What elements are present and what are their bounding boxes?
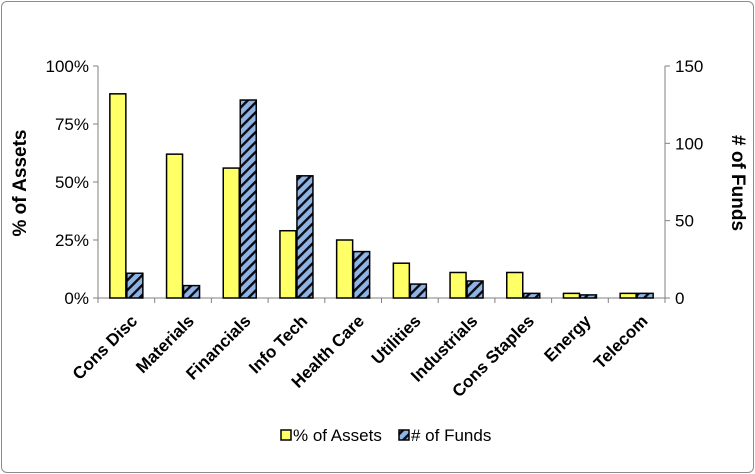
legend-label-funds: # of Funds	[411, 426, 491, 445]
x-tick-label: Cons Disc	[69, 311, 141, 383]
bar-funds-energy	[579, 294, 598, 299]
bar-assets-financials	[222, 167, 240, 299]
bar-funds-materials	[182, 284, 201, 299]
legend: % of Assets # of Funds	[280, 426, 491, 445]
x-tick-label: Telecom	[590, 311, 651, 372]
bar-assets-cons-disc	[109, 93, 127, 299]
bar-funds-cons-disc	[126, 272, 144, 299]
legend-label-assets: % of Assets	[293, 426, 382, 445]
y-axis-title: % of Assets	[10, 130, 31, 237]
bar-funds-industrials	[466, 280, 484, 299]
bar-assets-industrials	[449, 271, 467, 299]
bar-assets-health-care	[335, 239, 354, 299]
bar-funds-health-care	[352, 250, 371, 299]
y-tick-label: 25%	[55, 231, 89, 250]
bar-funds-financials	[239, 99, 257, 299]
y-tick-label: 50%	[55, 173, 89, 192]
y-tick-label: 100%	[46, 57, 89, 76]
bar-assets-telecom	[619, 292, 637, 299]
y-tick-label: 75%	[55, 115, 89, 134]
y2-tick-label: 100	[675, 134, 703, 153]
legend-swatch-funds	[398, 429, 410, 441]
y2-tick-label: 0	[675, 289, 684, 308]
bar-funds-telecom	[636, 292, 654, 299]
x-tick-label: Energy	[541, 311, 596, 366]
bar-assets-utilities	[392, 262, 411, 299]
y2-tick-label: 150	[675, 57, 703, 76]
y-tick-label: 0%	[64, 289, 89, 308]
bar-assets-energy	[562, 292, 581, 299]
x-tick-label: Utilities	[368, 311, 425, 368]
bar-assets-info-tech	[279, 229, 297, 299]
legend-swatch-assets	[280, 429, 292, 441]
bar-funds-info-tech	[296, 175, 314, 299]
y2-axis-title: # of Funds	[727, 135, 748, 231]
bar-funds-cons-staples	[523, 292, 541, 299]
bar-funds-utilities	[409, 283, 428, 299]
y2-tick-label: 50	[675, 212, 694, 231]
bar-assets-materials	[165, 153, 184, 299]
bar-assets-cons-staples	[506, 271, 524, 299]
